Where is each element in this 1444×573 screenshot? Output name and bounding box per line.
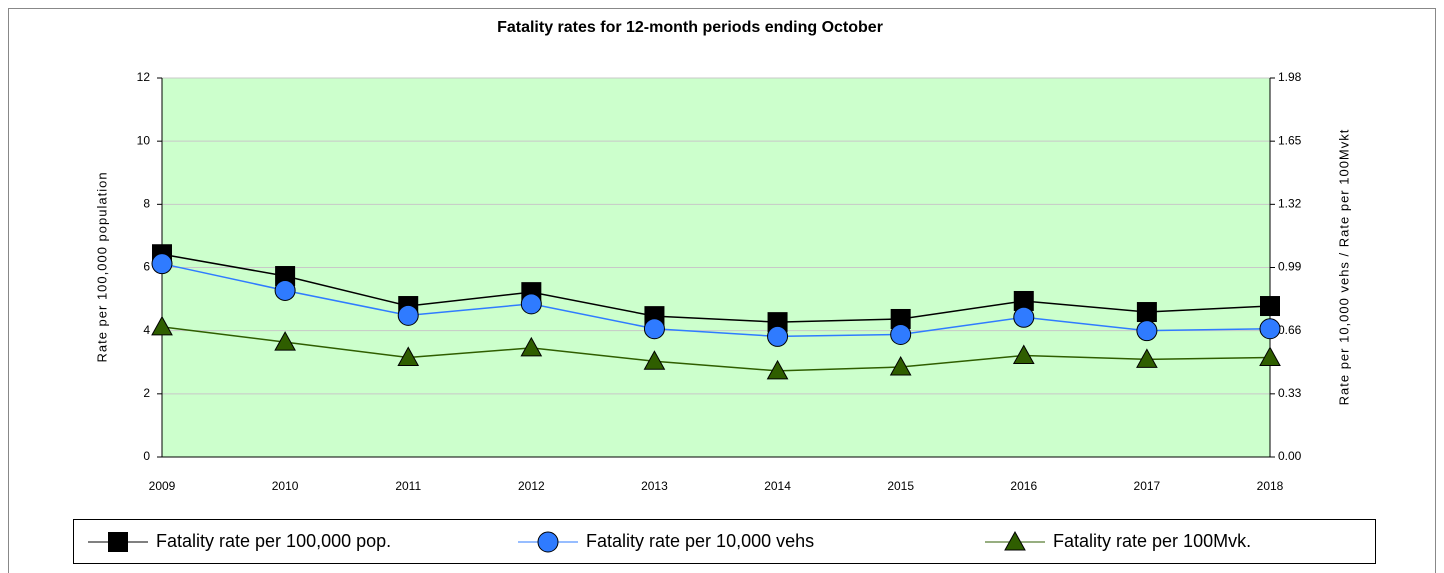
x-tick-label: 2009	[149, 479, 176, 493]
y-axis-label: Rate per 100,000 population	[94, 171, 109, 362]
marker	[108, 532, 128, 552]
marker	[151, 315, 173, 336]
marker	[151, 253, 173, 275]
marker	[397, 304, 419, 326]
marker	[643, 318, 665, 340]
y2-tick-label: 0.66	[1278, 323, 1302, 337]
marker	[767, 325, 789, 347]
marker	[1136, 320, 1158, 342]
y2-axis-label: Rate per 10,000 vehs / Rate per 100Mvkt	[1336, 129, 1351, 406]
x-tick-label: 2017	[1134, 479, 1161, 493]
y-tick-label: 4	[143, 323, 150, 337]
marker	[890, 308, 911, 329]
legend	[73, 519, 1376, 564]
marker	[643, 350, 666, 370]
marker	[1260, 296, 1280, 317]
marker	[890, 323, 912, 345]
y-tick-label: 8	[143, 197, 150, 211]
legend-label: Fatality rate per 100,000 pop.	[156, 531, 391, 551]
marker	[1136, 348, 1158, 368]
marker	[1259, 318, 1281, 340]
marker	[1013, 290, 1034, 311]
y2-tick-label: 1.65	[1278, 133, 1302, 147]
y2-tick-label: 0.99	[1278, 260, 1302, 274]
legend-label: Fatality rate per 10,000 vehs	[586, 531, 814, 551]
x-tick-label: 2010	[272, 479, 299, 493]
marker	[275, 266, 296, 287]
marker	[1004, 530, 1026, 551]
y2-tick-label: 1.98	[1278, 70, 1302, 84]
x-tick-label: 2018	[1257, 479, 1284, 493]
y-tick-label: 2	[143, 386, 150, 400]
y-tick-label: 12	[137, 70, 151, 84]
x-tick-label: 2016	[1010, 479, 1037, 493]
y-tick-label: 0	[143, 449, 150, 463]
x-tick-label: 2011	[395, 479, 421, 493]
x-tick-label: 2012	[518, 479, 545, 493]
marker	[537, 531, 559, 553]
y2-tick-label: 0.00	[1278, 449, 1302, 463]
marker	[520, 336, 543, 357]
marker	[1012, 344, 1035, 365]
marker	[889, 356, 912, 376]
marker	[274, 331, 296, 351]
x-tick-label: 2014	[764, 479, 791, 493]
marker	[397, 346, 420, 366]
marker	[766, 359, 789, 380]
y-tick-label: 6	[143, 260, 150, 274]
marker	[1259, 346, 1281, 366]
marker	[274, 279, 296, 301]
series-line	[161, 326, 1271, 372]
marker	[1136, 302, 1157, 323]
y2-tick-label: 1.32	[1278, 197, 1302, 211]
y-tick-label: 10	[137, 133, 151, 147]
series-line	[161, 262, 1271, 338]
series-line	[161, 253, 1271, 323]
y2-tick-label: 0.33	[1278, 386, 1302, 400]
x-tick-label: 2015	[887, 479, 914, 493]
marker	[520, 293, 542, 315]
marker	[1013, 306, 1035, 328]
marker	[767, 312, 788, 333]
x-tick-label: 2013	[641, 479, 668, 493]
legend-label: Fatality rate per 100Mvk.	[1053, 531, 1251, 551]
chart-title: Fatality rates for 12-month periods endi…	[497, 19, 883, 36]
